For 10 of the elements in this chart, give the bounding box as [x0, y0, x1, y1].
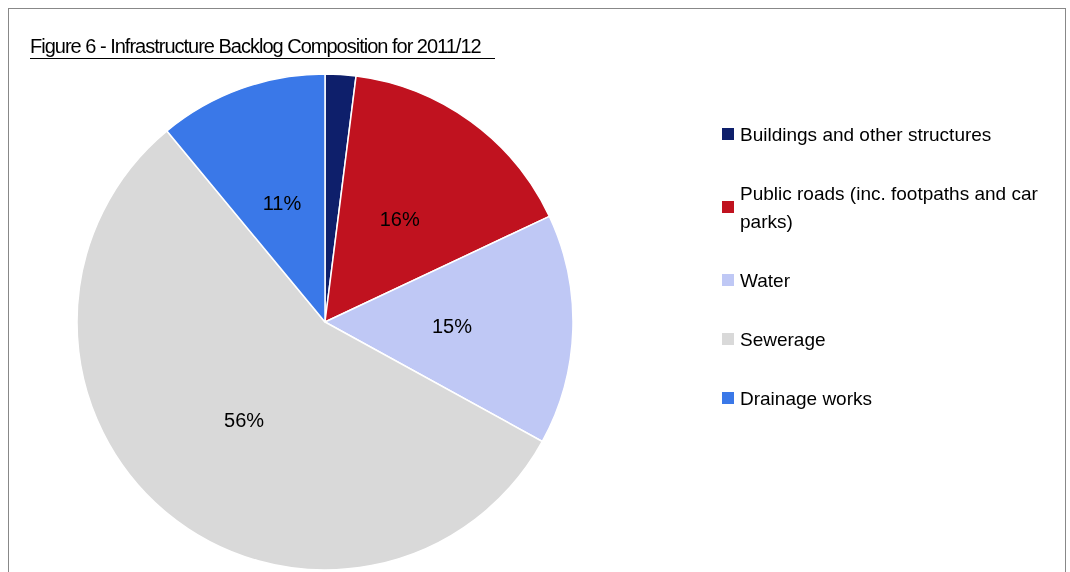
legend-label: Public roads (inc. footpaths and car parks) — [740, 182, 1044, 232]
chart-title: Figure 6 - Infrastructure Backlog Composition for 2011/12 — [30, 34, 495, 59]
legend-label: Water — [740, 269, 791, 291]
data-label: 16% — [379, 208, 420, 231]
legend-label: Drainage works — [740, 387, 872, 409]
data-label: 56% — [224, 408, 265, 431]
data-label: 15% — [431, 314, 473, 337]
legend-label: Buildings and other structures — [740, 123, 992, 145]
legend-label: Sewerage — [740, 328, 826, 350]
data-label: 11% — [262, 191, 302, 214]
